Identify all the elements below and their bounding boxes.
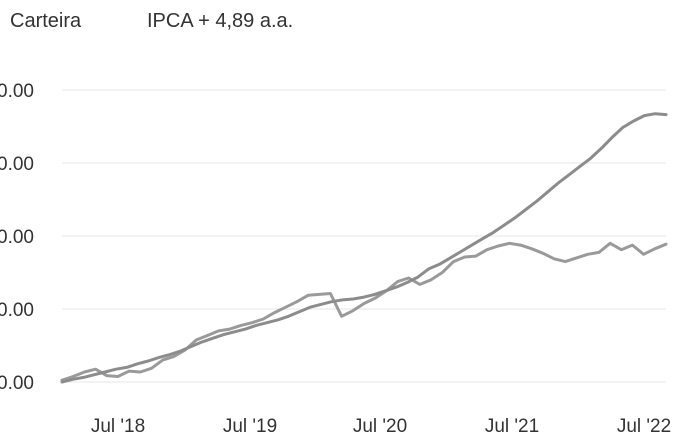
- y-tick-label: 0.00: [0, 227, 34, 248]
- grid-layer: [62, 89, 666, 383]
- legend: Carteira IPCA + 4,89 a.a.: [10, 10, 293, 32]
- legend-item-ipca: IPCA + 4,89 a.a.: [147, 10, 293, 32]
- series-line-ipca: [60, 112, 668, 384]
- series-layer: [60, 112, 668, 384]
- x-tick-label: Jul '20: [353, 416, 407, 437]
- y-tick-label: 0.00: [0, 154, 34, 175]
- y-tick-label: 0.00: [0, 300, 34, 321]
- y-tick-label: 0.00: [0, 373, 34, 394]
- x-tick-label: Jul '19: [223, 416, 277, 437]
- x-tick-label: Jul '18: [91, 416, 145, 437]
- series-line-carteira: [60, 241, 668, 382]
- x-tick-label: Jul '22: [617, 416, 671, 437]
- x-tick-label: Jul '21: [485, 416, 539, 437]
- y-axis-ticks: 0.00 0.00 0.00 0.00 0.00: [0, 81, 34, 394]
- legend-item-carteira: Carteira: [10, 10, 82, 32]
- y-tick-label: 0.00: [0, 81, 34, 102]
- x-axis-ticks: Jul '18 Jul '19 Jul '20 Jul '21 Jul '22: [91, 416, 671, 437]
